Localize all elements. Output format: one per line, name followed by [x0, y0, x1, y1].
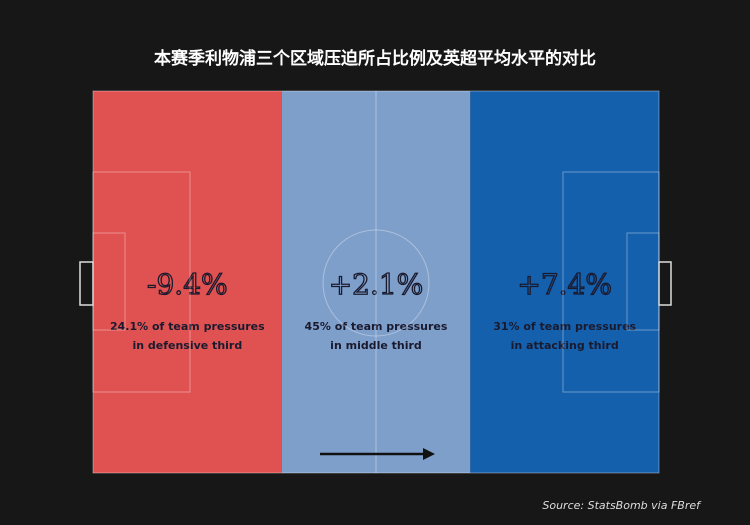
- caption-line: 24.1% of team pressures: [110, 320, 265, 333]
- change-value: +2.1%: [329, 268, 424, 301]
- change-value: +7.4%: [517, 268, 612, 301]
- goal: [79, 261, 94, 306]
- arrow-head: [423, 448, 435, 460]
- direction-arrow: [320, 448, 435, 460]
- zone: [281, 91, 471, 473]
- change-value: -9.4%: [147, 268, 228, 301]
- title: 本赛季利物浦三个区域压迫所占比例及英超平均水平的对比: [154, 48, 596, 69]
- center-circle: [322, 229, 430, 337]
- pitch-lines: [79, 90, 672, 474]
- goal: [658, 261, 672, 306]
- zones: -9.4% 24.1% of team pressures in defensive…: [93, 91, 659, 473]
- caption-line: in attacking third: [511, 339, 619, 352]
- zone: [470, 91, 659, 473]
- caption-line: in middle third: [330, 339, 422, 352]
- caption-line: 45% of team pressures: [305, 320, 448, 333]
- caption-line: in defensive third: [132, 339, 242, 352]
- source: Source: StatsBomb via FBref: [542, 499, 702, 512]
- zone: [93, 91, 282, 473]
- caption-line: 31% of team pressures: [493, 320, 636, 333]
